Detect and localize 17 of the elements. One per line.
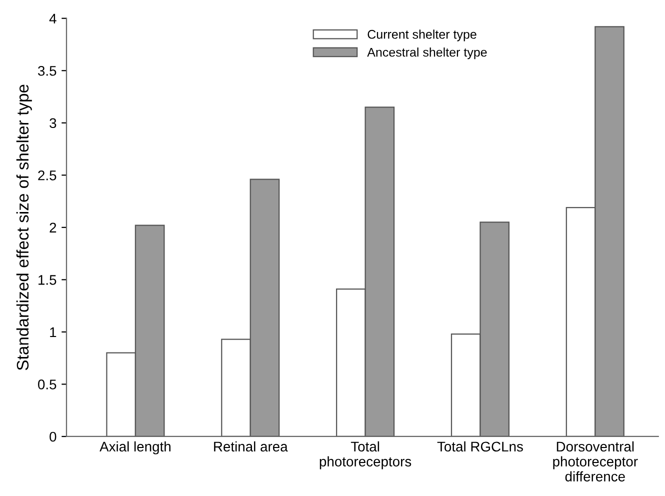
y-tick-label: 1.5 — [38, 275, 56, 285]
y-tick-label: 0.5 — [38, 380, 56, 390]
y-tick-label: 2 — [50, 222, 56, 232]
y-tick-label: 3 — [50, 118, 56, 128]
y-tick-label: 0 — [50, 432, 56, 442]
x-tick-label: Axial length — [100, 441, 170, 454]
y-axis-title: Standardized effect size of shelter type — [16, 84, 32, 370]
x-tick-label: Retinal area — [214, 441, 288, 452]
legend-label: Current shelter type — [368, 30, 476, 42]
y-tick-label: 3.5 — [38, 66, 56, 76]
x-tick-label: Total RGCLns — [437, 441, 523, 452]
legend-label: Ancestral shelter type — [367, 48, 487, 60]
x-tick-label: Total photoreceptors — [320, 441, 412, 470]
y-tick-label: 2.5 — [38, 170, 56, 180]
y-tick-label: 4 — [49, 14, 56, 24]
x-tick-label: Dorsoventral photoreceptor difference — [553, 441, 638, 482]
y-tick-label: 1 — [50, 327, 56, 337]
